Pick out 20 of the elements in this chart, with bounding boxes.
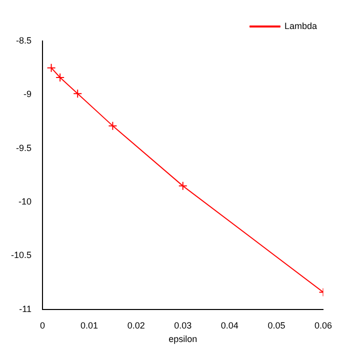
x-axis-title: epsilon: [168, 334, 198, 344]
x-tick-label: 0.04: [220, 320, 238, 330]
point: [56, 73, 65, 82]
point: [73, 89, 82, 98]
y-tick-label: -9.5: [16, 142, 32, 153]
y-tick-label: -10.5: [11, 250, 32, 260]
y-tick-label: -10: [18, 196, 32, 207]
x-tick-label: 0.06: [314, 320, 332, 330]
x-tick-label: 0.01: [80, 320, 98, 330]
y-tick-label: -9: [24, 89, 32, 100]
point: [108, 121, 118, 130]
x-tick-label: 0.02: [127, 320, 145, 330]
point: [46, 63, 56, 72]
legend-label: Lambda: [284, 20, 318, 31]
x-tick-label: 0: [40, 320, 46, 330]
point: [178, 181, 188, 190]
x-tick-label: 0.05: [268, 320, 286, 330]
y-tick-label: -8.5: [16, 35, 32, 46]
x-tick-label: 0.03: [174, 320, 192, 330]
y-tick-label: -11: [19, 304, 32, 314]
